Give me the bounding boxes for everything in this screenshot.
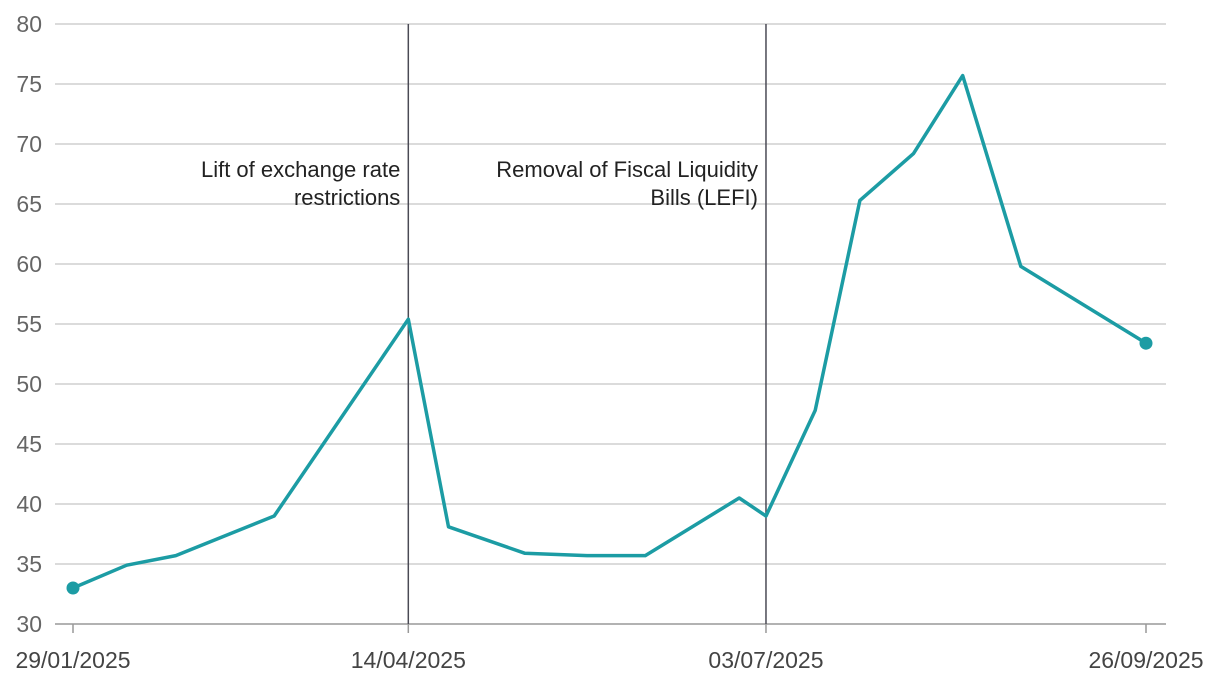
y-gridlines (55, 23, 1166, 565)
x-axis-ticks: 29/01/2025 14/04/2025 03/07/2025 26/09/2025 (15, 624, 1204, 673)
y-tick-label: 70 (16, 131, 42, 157)
series-line (71, 73, 1148, 590)
x-tick-label: 14/04/2025 (351, 647, 466, 673)
series-points (66, 336, 1153, 595)
y-tick-label: 60 (16, 251, 42, 277)
x-tick-label: 26/09/2025 (1088, 647, 1203, 673)
y-tick-label: 35 (16, 551, 42, 577)
y-tick-label: 50 (16, 371, 42, 397)
event-annotation-line: restrictions (294, 185, 400, 210)
event-annotation-line: Removal of Fiscal Liquidity (496, 157, 758, 182)
y-tick-label: 55 (16, 311, 42, 337)
event-annotation: Lift of exchange rate restrictions (201, 157, 400, 210)
series-endpoint (66, 581, 80, 595)
x-tick-label: 29/01/2025 (15, 647, 130, 673)
x-tick-label: 03/07/2025 (708, 647, 823, 673)
y-tick-label: 45 (16, 431, 42, 457)
y-tick-label: 40 (16, 491, 42, 517)
y-tick-label: 80 (16, 11, 42, 37)
y-tick-label: 75 (16, 71, 42, 97)
y-tick-label: 65 (16, 191, 42, 217)
y-axis-ticks: 30 35 40 45 50 55 60 65 70 75 80 (16, 11, 42, 637)
series-endpoint (1139, 336, 1153, 350)
event-annotations: Lift of exchange rate restrictions Removal… (201, 157, 758, 210)
y-tick-label: 30 (16, 611, 42, 637)
event-annotation: Removal of Fiscal Liquidity Bills (LEFI) (496, 157, 758, 210)
event-annotation-line: Bills (LEFI) (650, 185, 758, 210)
event-annotation-line: Lift of exchange rate (201, 157, 400, 182)
